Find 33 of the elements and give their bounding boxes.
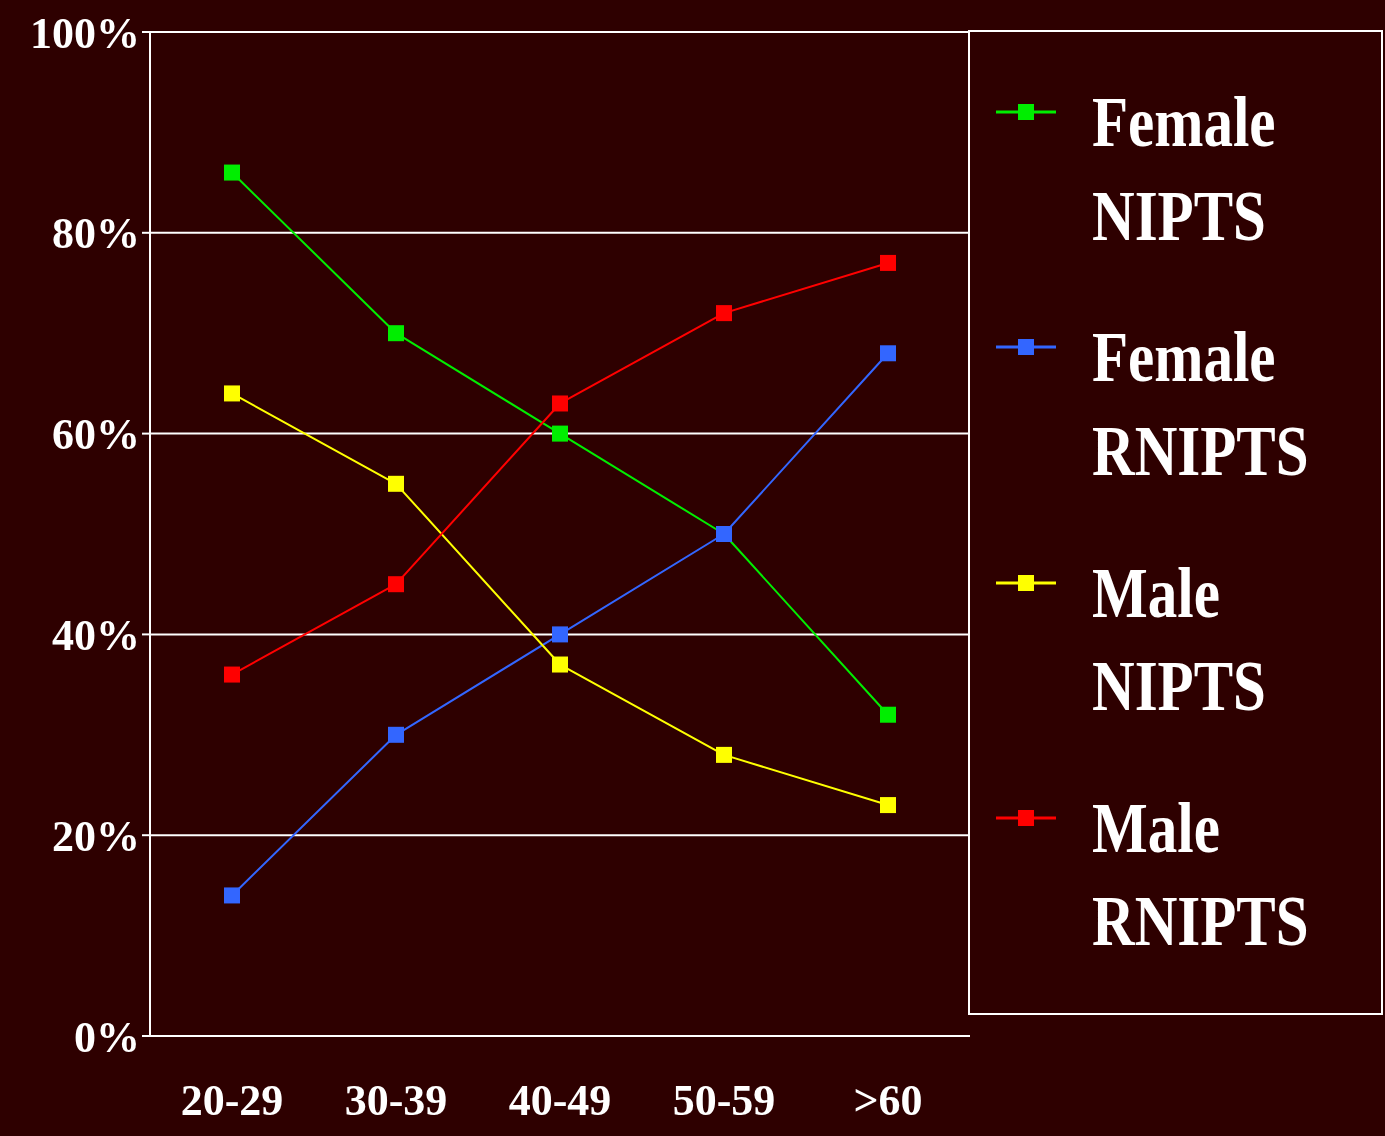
legend-label: Female NIPTS	[1092, 81, 1277, 258]
y-tick-label: 20%	[52, 811, 140, 861]
point	[388, 576, 404, 593]
x-tick-label: >60	[853, 1076, 923, 1126]
point	[716, 746, 732, 763]
point	[880, 797, 896, 814]
x-tick-label: 40-49	[508, 1076, 612, 1126]
x-tick-label: 20-29	[180, 1076, 284, 1126]
y-tick-label: 40%	[52, 611, 140, 661]
point	[388, 475, 404, 492]
x-tick-label: 50-59	[672, 1076, 776, 1126]
y-tick-label: 100%	[30, 8, 140, 58]
point	[880, 345, 896, 362]
legend-label: Female RNIPTS	[1092, 316, 1310, 493]
point	[388, 726, 404, 743]
point	[224, 887, 240, 904]
point	[224, 666, 240, 683]
y-tick-label: 0%	[74, 1012, 140, 1062]
x-tick-label: 30-39	[344, 1076, 448, 1126]
point	[224, 164, 240, 181]
legend-label: Male NIPTS	[1092, 551, 1267, 729]
point	[716, 305, 732, 322]
point	[552, 395, 568, 412]
y-tick-label: 80%	[52, 209, 140, 259]
point	[224, 385, 240, 402]
y-tick-label: 60%	[52, 410, 140, 460]
point	[552, 626, 568, 643]
point	[880, 254, 896, 271]
legend-label: Male RNIPTS	[1092, 786, 1310, 964]
point	[880, 706, 896, 723]
point	[552, 425, 568, 442]
point	[552, 656, 568, 673]
point	[388, 325, 404, 342]
